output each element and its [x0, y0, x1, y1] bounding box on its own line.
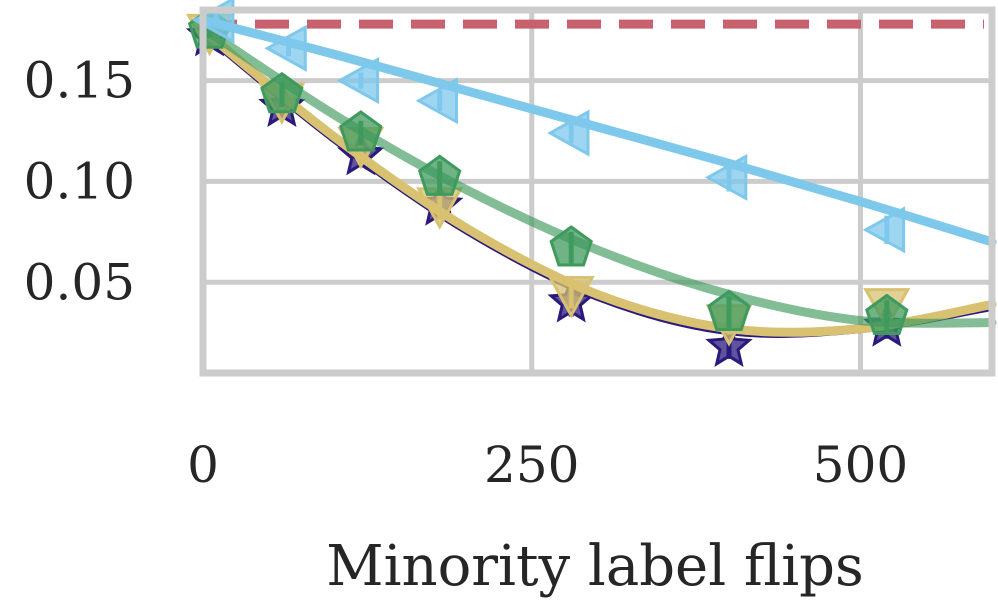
data-point-marker — [339, 110, 383, 152]
data-point-marker — [704, 153, 748, 201]
data-point-marker — [417, 154, 462, 196]
data-point-marker — [415, 77, 458, 125]
y-tick-labels: 0.05 0.10 0.15 — [24, 52, 135, 312]
data-point-marker — [549, 225, 593, 267]
x-tick-label: 250 — [484, 436, 579, 494]
y-tick-label: 0.10 — [24, 152, 135, 210]
series-fit-line — [198, 25, 997, 337]
plot-frame — [199, 6, 996, 377]
data-point-marker — [260, 71, 304, 114]
data-point-marker — [547, 109, 590, 157]
data-point-marker — [547, 276, 595, 319]
data-point-marker — [264, 24, 307, 72]
x-tick-label: 500 — [813, 436, 908, 494]
grid — [200, 10, 992, 373]
data-point-marker — [865, 293, 909, 335]
x-tick-label: 0 — [187, 436, 219, 494]
data-point-marker — [336, 57, 380, 105]
y-tick-label: 0.15 — [24, 52, 135, 110]
series-fit-line — [198, 23, 997, 328]
series-fit-line — [198, 15, 997, 247]
x-tick-labels: 0 250 500 — [187, 436, 908, 494]
data-point-marker — [707, 289, 751, 331]
series-series-green — [187, 7, 997, 335]
series-layer — [185, 0, 997, 367]
series-series-light-blue — [192, 0, 997, 254]
data-point-marker — [862, 206, 906, 254]
x-axis-title: Minority label flips — [326, 534, 864, 599]
y-tick-label: 0.05 — [24, 253, 135, 311]
